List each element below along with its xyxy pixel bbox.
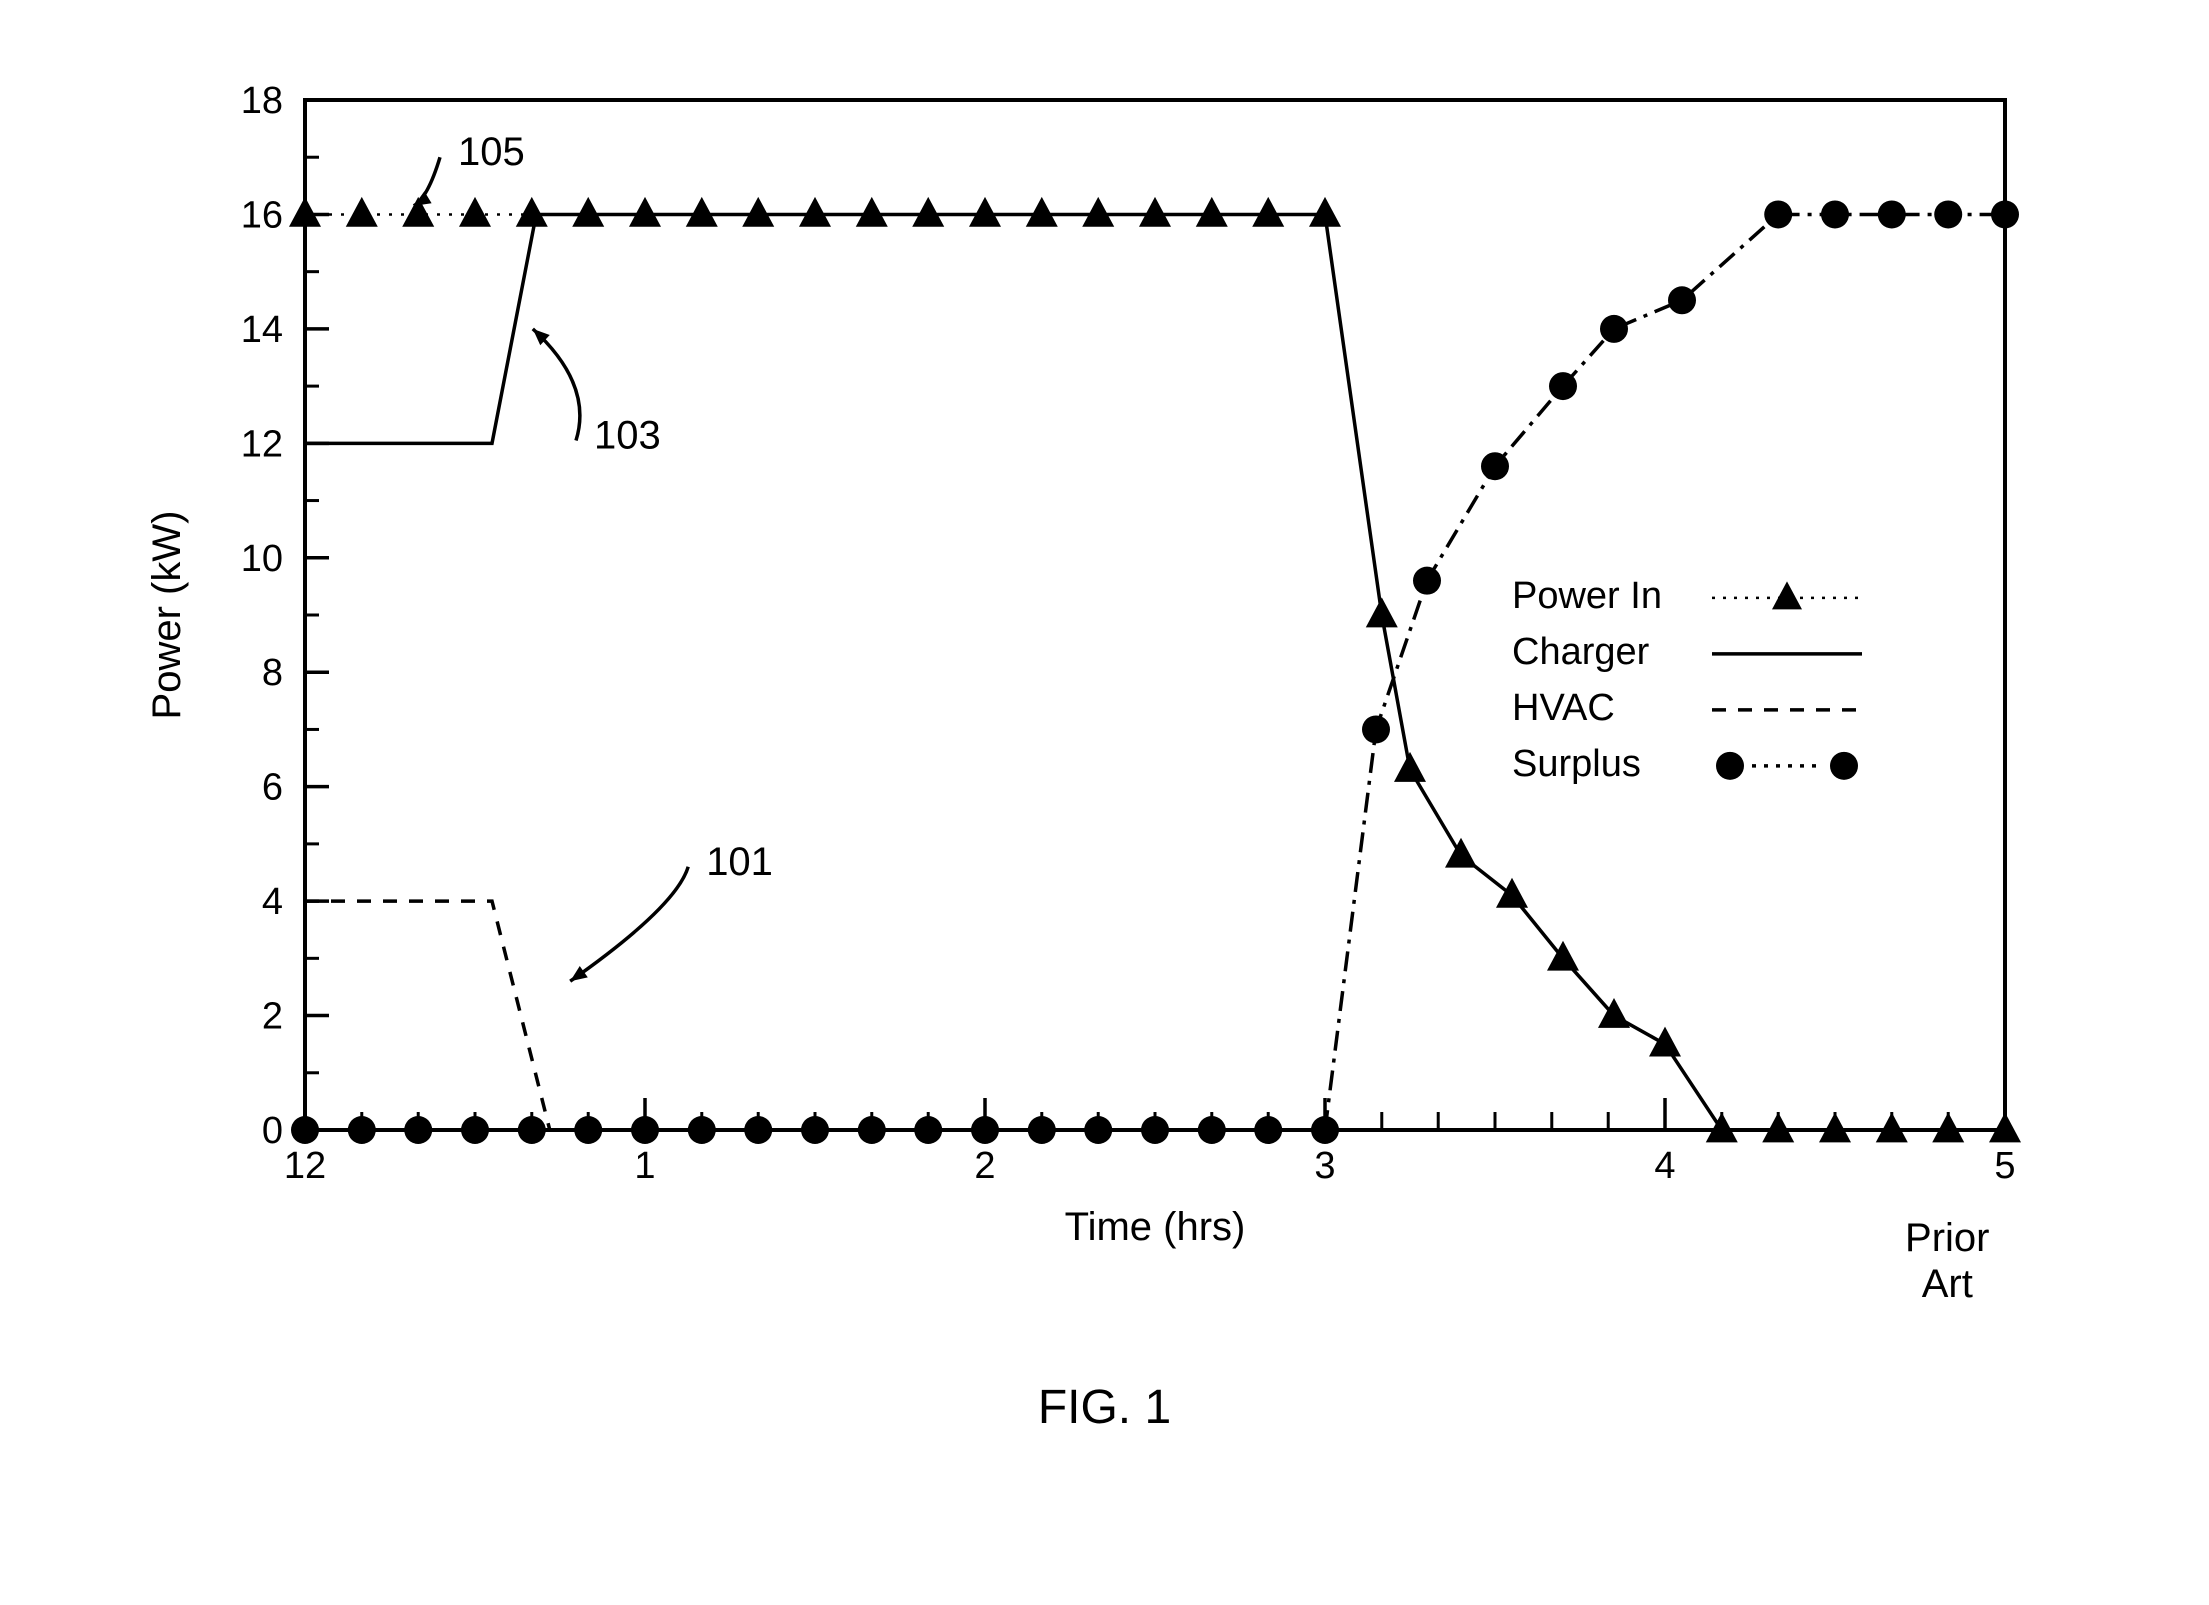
svg-text:2: 2 xyxy=(974,1145,995,1187)
svg-text:2: 2 xyxy=(261,996,282,1038)
svg-text:105: 105 xyxy=(458,130,525,174)
svg-text:3: 3 xyxy=(1314,1145,1335,1187)
svg-text:Surplus: Surplus xyxy=(1512,743,1641,785)
chart-container: 0246810121416181212345Time (hrs)Power (k… xyxy=(105,40,2105,1435)
svg-text:10: 10 xyxy=(240,538,282,580)
svg-text:18: 18 xyxy=(240,80,282,122)
svg-text:4: 4 xyxy=(261,881,282,923)
svg-text:103: 103 xyxy=(594,413,661,457)
svg-text:Charger: Charger xyxy=(1512,631,1650,673)
svg-text:12: 12 xyxy=(240,423,282,465)
prior-art-label: PriorArt xyxy=(1905,1215,1989,1307)
svg-text:12: 12 xyxy=(283,1145,325,1187)
svg-text:Power In: Power In xyxy=(1512,575,1662,617)
line-chart: 0246810121416181212345Time (hrs)Power (k… xyxy=(105,40,2105,1340)
svg-text:5: 5 xyxy=(1994,1145,2015,1187)
svg-text:4: 4 xyxy=(1654,1145,1675,1187)
svg-text:8: 8 xyxy=(261,652,282,694)
svg-text:14: 14 xyxy=(240,309,282,351)
svg-text:16: 16 xyxy=(240,194,282,236)
figure-caption: FIG. 1 xyxy=(105,1380,2105,1435)
svg-text:Power (kW): Power (kW) xyxy=(145,511,189,720)
svg-text:1: 1 xyxy=(634,1145,655,1187)
svg-text:Time (hrs): Time (hrs) xyxy=(1064,1205,1245,1249)
svg-text:101: 101 xyxy=(706,840,773,884)
svg-text:HVAC: HVAC xyxy=(1512,687,1615,729)
svg-text:0: 0 xyxy=(261,1110,282,1152)
svg-text:6: 6 xyxy=(261,767,282,809)
